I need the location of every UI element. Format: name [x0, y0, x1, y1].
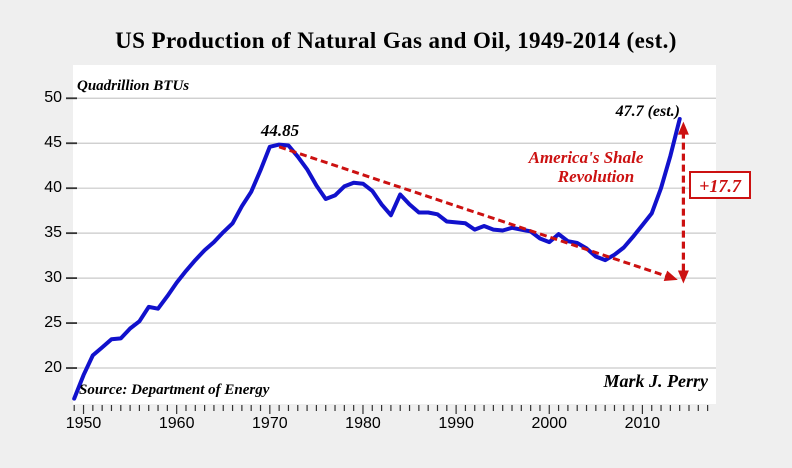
arrowhead-icon — [663, 270, 678, 281]
end-value-annotation: 47.7 (est.) — [615, 103, 680, 120]
y-axis-tick-label: 30 — [44, 269, 62, 287]
x-axis-tick-label: 1980 — [345, 415, 381, 432]
delta-value-box: +17.7 — [689, 171, 751, 199]
peak-value-annotation: 44.85 — [260, 121, 300, 140]
arrowhead-icon — [677, 121, 689, 135]
x-axis-tick-label: 1970 — [252, 415, 288, 432]
x-axis-tick-label: 1990 — [438, 415, 474, 432]
x-axis-tick-label: 2000 — [531, 415, 568, 432]
arrowhead-icon — [677, 270, 689, 284]
y-axis-unit-label: Quadrillion BTUs — [77, 78, 190, 94]
y-axis-tick-label: 50 — [44, 89, 62, 107]
author-signature: Mark J. Perry — [603, 371, 709, 391]
production-line — [72, 117, 682, 401]
x-axis-tick-label: 2010 — [624, 415, 661, 432]
shale-annotation-line1: America's Shale — [528, 148, 644, 167]
source-label: Source: Department of Energy — [79, 382, 270, 398]
plot-area — [73, 65, 716, 404]
shale-revolution-annotation: America's Shale Revolution — [498, 148, 674, 186]
y-axis-tick-label: 45 — [44, 134, 62, 152]
y-axis-tick-label: 40 — [44, 179, 62, 197]
x-axis-tick-label: 1950 — [65, 415, 102, 432]
y-axis-tick-label: 35 — [44, 224, 62, 242]
y-axis-tick-label: 25 — [44, 314, 62, 332]
x-axis-tick-label: 1960 — [158, 415, 195, 432]
chart-title: US Production of Natural Gas and Oil, 19… — [115, 28, 677, 53]
trend-line — [278, 145, 670, 279]
y-axis-tick-label: 20 — [44, 359, 62, 377]
shale-annotation-line2: Revolution — [557, 167, 635, 186]
